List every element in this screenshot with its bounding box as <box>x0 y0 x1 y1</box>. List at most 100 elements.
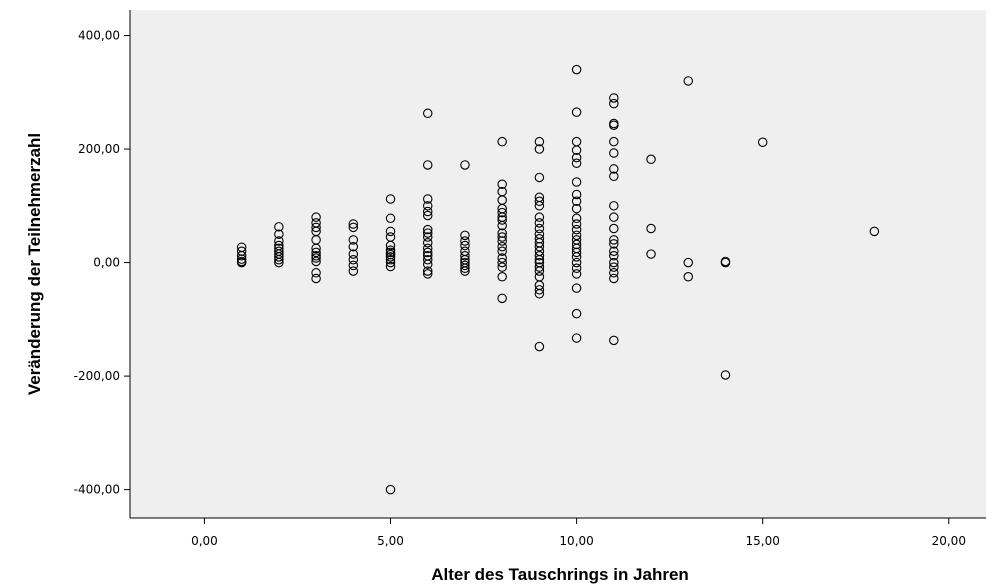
data-point <box>497 253 507 263</box>
data-point <box>571 257 582 268</box>
y-tick-label: 200,00 <box>78 142 120 156</box>
data-point <box>497 215 507 225</box>
x-axis-ticks: 0,00 5,00 10,00 15,00 20,00 <box>191 518 966 548</box>
data-point <box>609 212 619 222</box>
data-point <box>497 246 507 256</box>
data-point <box>609 148 619 158</box>
x-tick-label: 0,00 <box>191 534 218 548</box>
data-point <box>422 269 433 279</box>
data-point <box>274 254 284 265</box>
data-point <box>609 335 619 346</box>
y-tick-label: 0,00 <box>93 256 120 270</box>
data-point <box>311 222 321 233</box>
data-point <box>534 212 545 222</box>
data-point <box>609 268 619 278</box>
data-point <box>497 136 507 147</box>
data-point <box>422 224 433 235</box>
data-point <box>385 257 396 268</box>
data-point <box>609 273 619 284</box>
data-point <box>460 263 470 274</box>
data-point <box>385 247 396 258</box>
data-point <box>571 145 582 155</box>
data-point <box>274 257 284 268</box>
data-point <box>422 194 433 204</box>
data-point <box>534 201 545 211</box>
y-tick-label: -400,00 <box>74 483 120 497</box>
data-point <box>311 251 321 261</box>
data-point <box>534 196 545 207</box>
data-point <box>311 256 321 267</box>
data-point <box>534 223 545 234</box>
data-point <box>422 259 433 270</box>
data-point <box>609 98 619 109</box>
plot-background <box>130 10 986 518</box>
data-point <box>646 223 656 234</box>
data-point <box>422 108 433 119</box>
data-point <box>497 220 507 231</box>
data-point <box>720 370 731 380</box>
data-points <box>236 64 880 495</box>
data-point <box>571 269 582 279</box>
data-point <box>571 203 582 214</box>
data-point <box>385 245 396 255</box>
data-point <box>534 218 545 228</box>
data-point <box>534 266 545 276</box>
data-point <box>571 64 582 75</box>
data-point <box>571 247 582 258</box>
data-point <box>571 107 582 117</box>
data-point <box>348 249 359 259</box>
x-tick-label: 15,00 <box>746 534 780 548</box>
data-point <box>460 260 470 271</box>
data-point <box>385 252 396 262</box>
data-point <box>422 160 433 170</box>
data-point <box>534 144 545 154</box>
data-point <box>385 194 396 204</box>
data-point <box>422 266 433 276</box>
y-tick-label: -200,00 <box>74 369 120 383</box>
data-point <box>609 223 619 234</box>
data-point <box>683 76 694 86</box>
data-point <box>497 262 507 272</box>
data-point <box>497 241 507 252</box>
data-point <box>422 210 433 221</box>
data-point <box>571 333 582 343</box>
data-point <box>609 93 619 103</box>
data-point <box>497 272 507 282</box>
data-point <box>609 257 619 268</box>
data-point <box>385 213 396 224</box>
data-point <box>311 253 321 263</box>
data-point <box>534 136 545 147</box>
data-point <box>348 260 359 271</box>
data-point <box>422 243 433 254</box>
data-point <box>460 240 470 251</box>
data-point <box>497 179 507 190</box>
data-point <box>571 283 582 293</box>
data-point <box>348 266 359 276</box>
data-point <box>236 257 247 268</box>
x-tick-label: 10,00 <box>559 534 593 548</box>
data-point <box>460 266 470 276</box>
data-point <box>571 177 582 187</box>
data-point <box>422 201 433 211</box>
data-point <box>348 222 359 233</box>
data-point <box>385 261 396 272</box>
data-point <box>311 243 321 254</box>
data-point <box>534 289 545 299</box>
data-point <box>497 257 507 268</box>
data-point <box>609 136 619 147</box>
data-point <box>571 308 582 319</box>
data-point <box>571 189 582 200</box>
data-point <box>274 252 284 262</box>
y-axis-title: Veränderung der Teilnehmerzahl <box>25 133 44 395</box>
data-point <box>571 252 582 262</box>
x-tick-label: 20,00 <box>932 534 966 548</box>
data-point <box>609 235 619 245</box>
data-point <box>571 196 582 207</box>
data-point <box>497 236 507 246</box>
data-point <box>609 120 619 130</box>
data-point <box>609 246 619 256</box>
data-point <box>646 249 656 259</box>
data-point <box>348 219 359 229</box>
data-point <box>571 224 582 235</box>
